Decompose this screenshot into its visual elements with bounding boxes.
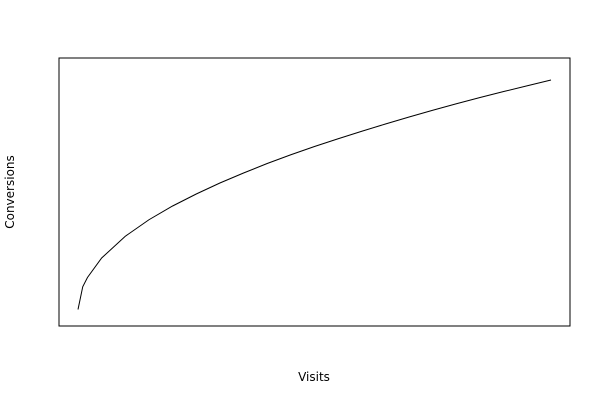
y-axis-label: Conversions bbox=[3, 155, 17, 229]
series-layer bbox=[77, 79, 552, 310]
x-axis-label: Visits bbox=[298, 370, 330, 384]
plot-frame bbox=[58, 57, 571, 327]
series-line-1 bbox=[77, 79, 552, 310]
